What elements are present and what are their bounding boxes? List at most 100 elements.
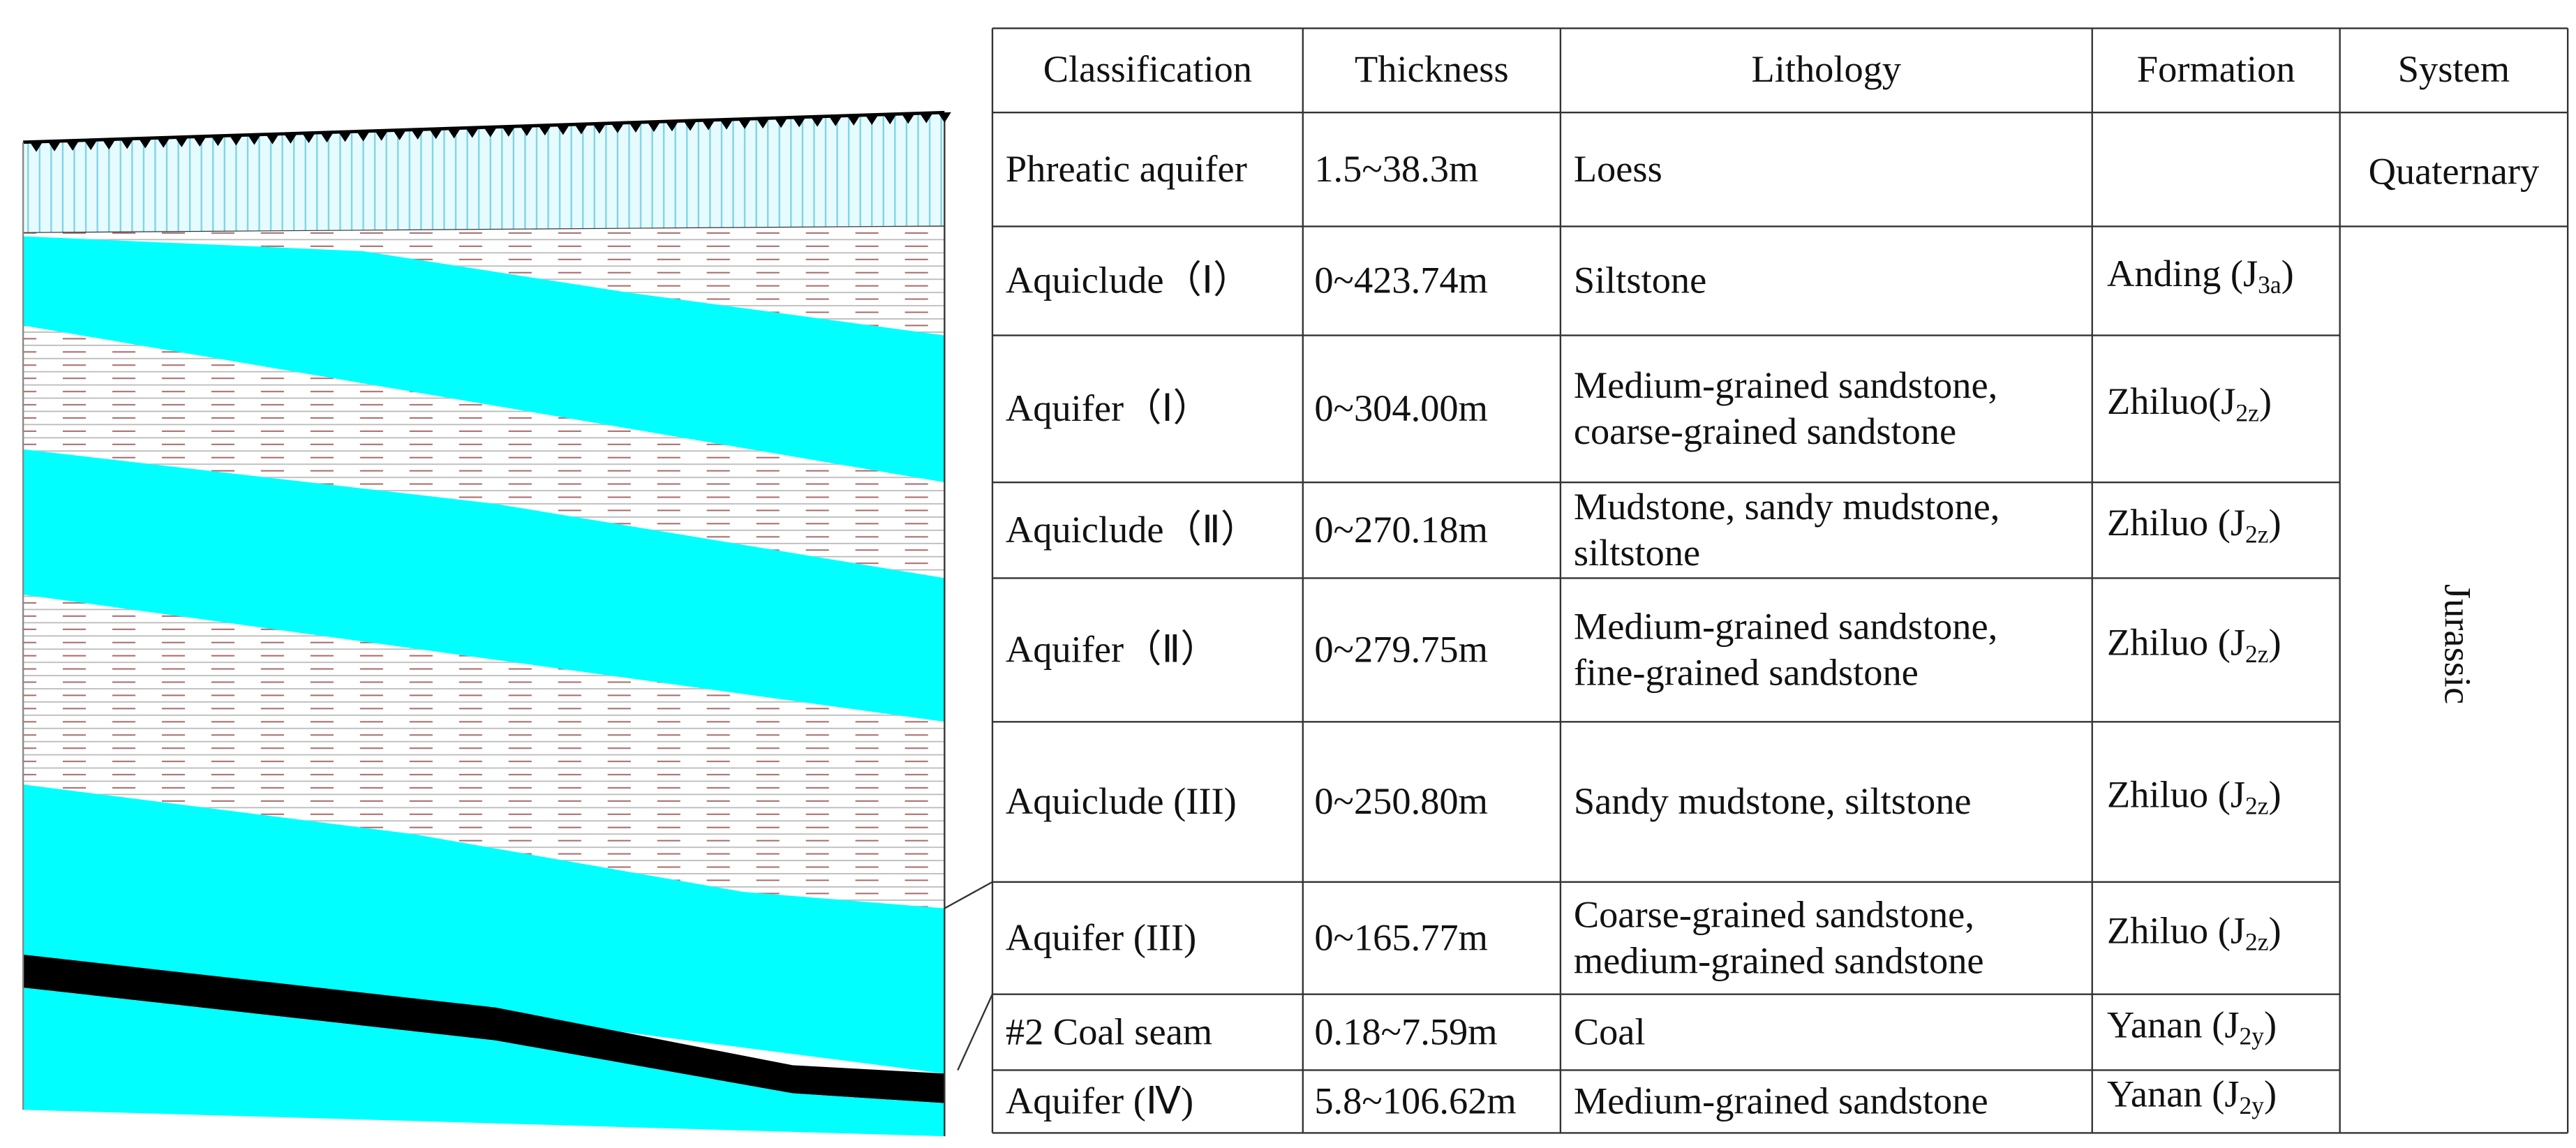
thickness: 0~423.74m — [1314, 260, 1488, 301]
thickness: 0.18~7.59m — [1314, 1011, 1497, 1052]
surface-mark — [29, 141, 43, 152]
coal-seam — [23, 954, 945, 1103]
header-cell: Formation — [2137, 48, 2295, 90]
lithology: medium-grained sandstone — [1574, 940, 1984, 982]
surface-mark — [647, 121, 661, 133]
thickness: 0~304.00m — [1314, 387, 1488, 429]
surface-mark — [792, 117, 806, 128]
formation-name: Zhiluo (J — [2107, 502, 2245, 544]
formation-end: ) — [2281, 253, 2294, 295]
lithology: fine-grained sandstone — [1574, 652, 1919, 694]
cross-section — [22, 110, 994, 1137]
surface-mark — [393, 129, 407, 140]
surface-mark — [538, 125, 552, 136]
surface-mark — [283, 133, 297, 144]
surface-mark — [774, 117, 788, 128]
formation-end: ) — [2259, 381, 2272, 423]
formation-subscript: 2z — [2245, 520, 2269, 548]
surface-mark — [683, 120, 697, 131]
thickness: 0~165.77m — [1314, 916, 1488, 958]
lithology: Coal — [1574, 1011, 1646, 1052]
surface-mark — [919, 112, 933, 124]
classification: Aquifer (Ⅳ) — [1006, 1080, 1193, 1122]
formation-end: ) — [2264, 1073, 2277, 1115]
surface-mark — [611, 122, 625, 133]
lithology: Sandy mudstone, siltstone — [1574, 780, 1972, 822]
surface-mark — [229, 135, 243, 146]
surface-mark — [301, 133, 315, 144]
classification: Aquiclude (III) — [1006, 780, 1237, 822]
surface-mark — [883, 114, 897, 125]
thickness: 0~279.75m — [1314, 629, 1488, 671]
surface-mark — [847, 114, 861, 126]
surface-mark — [502, 126, 516, 137]
leader-line — [957, 994, 994, 1071]
system: Jurassic — [2436, 584, 2478, 704]
classification: Aquifer（Ⅱ） — [1006, 629, 1219, 671]
surface-mark — [447, 128, 461, 139]
surface-mark — [211, 135, 225, 147]
classification: Phreatic aquifer — [1006, 148, 1247, 190]
surface-mark — [193, 136, 207, 147]
classification: Aquiclude（Ⅱ） — [1006, 509, 1258, 551]
formation: Anding (J3a) — [2107, 253, 2294, 299]
formation-name: Yanan (J — [2107, 1004, 2239, 1046]
lithology: Siltstone — [1574, 260, 1706, 301]
surface-mark — [247, 134, 261, 145]
formation-subscript: 2z — [2245, 928, 2269, 956]
lithology: Medium-grained sandstone, — [1574, 605, 1997, 647]
system: Quaternary — [2369, 151, 2540, 193]
aquifer-layer — [23, 449, 945, 722]
surface-mark — [120, 138, 134, 149]
formation-name: Zhiluo(J — [2107, 381, 2235, 423]
surface-mark — [484, 126, 498, 137]
surface-mark — [520, 126, 534, 137]
aquifer-layer — [23, 987, 945, 1137]
formation-subscript: 2z — [2245, 640, 2269, 668]
surface-mark — [665, 121, 679, 132]
formation: Zhiluo (J2z) — [2107, 910, 2281, 956]
classification: Aquifer（Ⅰ） — [1006, 387, 1211, 429]
surface-mark — [320, 132, 334, 143]
formation-name: Zhiluo (J — [2107, 910, 2245, 952]
formation-name: Anding (J — [2107, 253, 2258, 295]
formation-end: ) — [2269, 502, 2281, 544]
formation-name: Zhiluo (J — [2107, 774, 2245, 816]
table: Classification Thickness Lithology Formatio… — [991, 27, 2569, 1134]
surface-mark — [574, 124, 588, 135]
loess-layer — [23, 112, 945, 233]
siltstone-layer — [23, 226, 945, 336]
lithology: coarse-grained sandstone — [1574, 410, 1956, 452]
surface-mark — [102, 139, 116, 150]
formation-end: ) — [2269, 774, 2281, 816]
surface-mark — [156, 137, 170, 148]
formation-subscript: 2z — [2235, 399, 2259, 427]
surface-mark — [720, 119, 734, 130]
surface-mark — [701, 119, 715, 131]
header-cell: Classification — [1043, 48, 1252, 90]
classification: Aquiclude（Ⅰ） — [1006, 260, 1251, 301]
surface-mark — [756, 118, 770, 129]
surface-mark — [47, 140, 61, 151]
surface-mark — [828, 115, 842, 126]
mudstone-layer — [23, 325, 945, 579]
header-cell: Lithology — [1752, 48, 1902, 90]
formation-name: Yanan (J — [2107, 1073, 2239, 1115]
surface-mark — [593, 123, 606, 134]
header-cell: System — [2398, 48, 2510, 90]
surface-mark — [84, 140, 98, 151]
surface-mark — [265, 133, 279, 144]
formation: Yanan (J2y) — [2107, 1004, 2277, 1050]
surface-mark — [411, 129, 425, 140]
surface-mark — [629, 122, 643, 133]
formation: Zhiluo (J2z) — [2107, 502, 2281, 549]
formation: Zhiluo (J2z) — [2107, 622, 2281, 668]
leader-line — [944, 881, 993, 909]
lithology: Loess — [1574, 148, 1662, 190]
surface-mark — [357, 131, 370, 142]
surface-mark — [174, 137, 188, 147]
thickness: 1.5~38.3m — [1314, 148, 1478, 190]
lithology: Medium-grained sandstone — [1574, 1080, 1988, 1122]
formation-subscript: 2y — [2240, 1022, 2265, 1050]
